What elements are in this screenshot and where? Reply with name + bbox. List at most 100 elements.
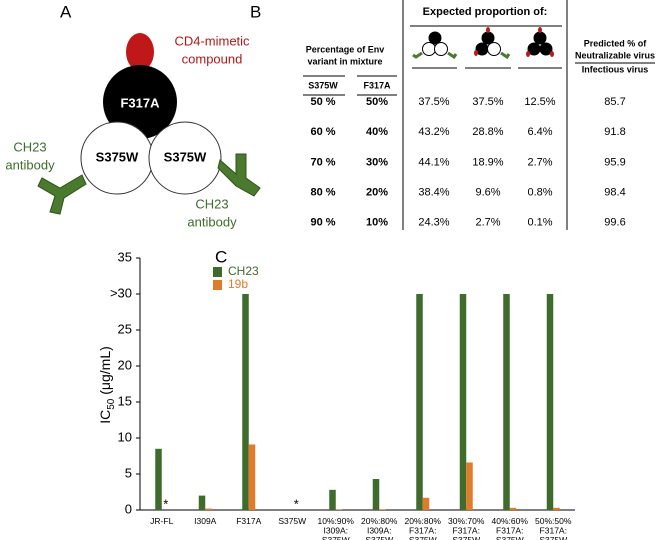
antibody-label: CH23 <box>195 196 228 211</box>
antibody-label: antibody <box>187 214 237 229</box>
x-tick-label: 20%:80%I309A:S375W <box>361 516 398 540</box>
bar <box>422 497 430 510</box>
bar <box>459 294 467 510</box>
table-cell: 30% <box>366 156 388 168</box>
bar <box>198 495 206 510</box>
table-cell: 6.4% <box>527 126 552 138</box>
bar <box>248 444 256 510</box>
bar <box>546 294 554 510</box>
bar <box>553 507 560 510</box>
table-cell: 12.5% <box>524 96 555 108</box>
antibody-label: CH23 <box>13 139 46 154</box>
table-cell: 44.1% <box>418 156 449 168</box>
y-tick-label: 35 <box>118 249 132 264</box>
table-cell: 98.4 <box>604 187 625 199</box>
table-header: Predicted % of <box>584 38 648 48</box>
table-cell: 10% <box>366 217 388 229</box>
x-tick-label: JR-FL <box>150 516 173 526</box>
bar <box>155 448 162 510</box>
table-cell: 9.6% <box>475 187 500 199</box>
table-cell: 0.1% <box>527 217 552 229</box>
y-tick-label: 20 <box>118 357 132 372</box>
x-tick-label: I309A <box>194 516 217 526</box>
chart: C IC50 (μg/mL) 0 5 10 15 20 25 >30 35 JR-FL I309A… <box>97 247 575 540</box>
table-cell: 40% <box>366 126 388 138</box>
table-header: Expected proportion of: <box>423 6 548 18</box>
x-tick-label: 50%:50%F317A:S375W <box>535 516 572 540</box>
table-cell: 50 % <box>310 96 335 108</box>
table-header: S375W <box>308 80 338 90</box>
legend-label: 19b <box>228 277 248 291</box>
x-tick-label: S375W <box>278 516 306 526</box>
legend-swatch <box>213 267 222 277</box>
y-axis-label: IC50 (μg/mL) <box>97 346 117 424</box>
compound-shape <box>126 33 154 71</box>
trimer-icon <box>526 27 554 57</box>
y-tick-label: 5 <box>125 465 132 480</box>
table-cell: 20% <box>366 187 388 199</box>
annotation: * <box>163 496 168 511</box>
antibody <box>37 174 87 215</box>
annotation: * <box>294 496 299 511</box>
table-cell: 85.7 <box>604 96 625 108</box>
table-cell: 80 % <box>310 187 335 199</box>
x-tick-label: 30%:70%F317A:S375W <box>448 516 485 540</box>
antibody-label: antibody <box>5 157 55 172</box>
protomer-label: F317A <box>120 95 160 110</box>
bar <box>509 507 517 510</box>
protomer <box>103 65 177 139</box>
protomer <box>148 121 222 195</box>
table-header: Infectious virus <box>582 64 649 74</box>
table-cell: 28.8% <box>472 126 503 138</box>
table-cell: 0.8% <box>527 187 552 199</box>
compound-label: compound <box>182 51 243 66</box>
bar <box>242 294 249 510</box>
table-cell: 90 % <box>310 217 335 229</box>
table-cell: 38.4% <box>418 187 449 199</box>
table-header: Percentage of Env <box>306 44 385 54</box>
table-cell: 24.3% <box>418 217 449 229</box>
y-tick-label: 0 <box>125 501 132 516</box>
protomer-label: S375W <box>164 149 207 164</box>
table-header: variant in mixture <box>307 56 382 66</box>
panel-label: B <box>250 2 261 21</box>
x-tick-label: F317A <box>236 516 261 526</box>
legend-label: CH23 <box>228 264 259 278</box>
bar <box>205 508 212 510</box>
y-axis-label-unit: (μg/mL) <box>97 346 113 398</box>
antibody <box>217 153 261 197</box>
bar <box>329 489 336 510</box>
table-cell: 91.8 <box>604 126 625 138</box>
table-header: Neutralizable virus <box>575 50 655 60</box>
table-cell: 70 % <box>310 156 335 168</box>
table-cell: 50% <box>366 96 388 108</box>
y-tick-label: >30 <box>110 285 132 300</box>
table-body: 50 % 50% 37.5% 37.5% 12.5% 85.7 60 % 40% 43.2% 28… <box>310 96 625 229</box>
bar <box>372 479 380 510</box>
trimer-icon <box>412 31 458 60</box>
table-cell: 99.6 <box>604 217 625 229</box>
bar <box>379 509 386 510</box>
panel-label: A <box>60 2 72 21</box>
table-cell: 2.7% <box>475 217 500 229</box>
table-cell: 37.5% <box>418 96 449 108</box>
x-tick-label: 40%:60%F317A:S375W <box>492 516 529 540</box>
legend-swatch <box>213 280 222 290</box>
bar <box>466 462 473 510</box>
table-header: F317A <box>363 80 391 90</box>
y-axis-label-main: IC <box>97 410 113 424</box>
x-tick-label: 20%:80%F317A:S375W <box>405 516 442 540</box>
bar <box>335 509 343 510</box>
table-cell: 18.9% <box>472 156 503 168</box>
y-tick-label: 25 <box>118 321 132 336</box>
table-cell: 43.2% <box>418 126 449 138</box>
table-cell: 37.5% <box>472 96 503 108</box>
table-cell: 2.7% <box>527 156 552 168</box>
compound-label: CD4-mimetic <box>174 33 250 48</box>
bar <box>416 294 423 510</box>
x-tick-label: 10%:90%I309A:S375W <box>318 516 355 540</box>
y-tick-label: 10 <box>118 429 132 444</box>
trimer-icon <box>474 27 511 60</box>
y-tick-label: 15 <box>118 393 132 408</box>
